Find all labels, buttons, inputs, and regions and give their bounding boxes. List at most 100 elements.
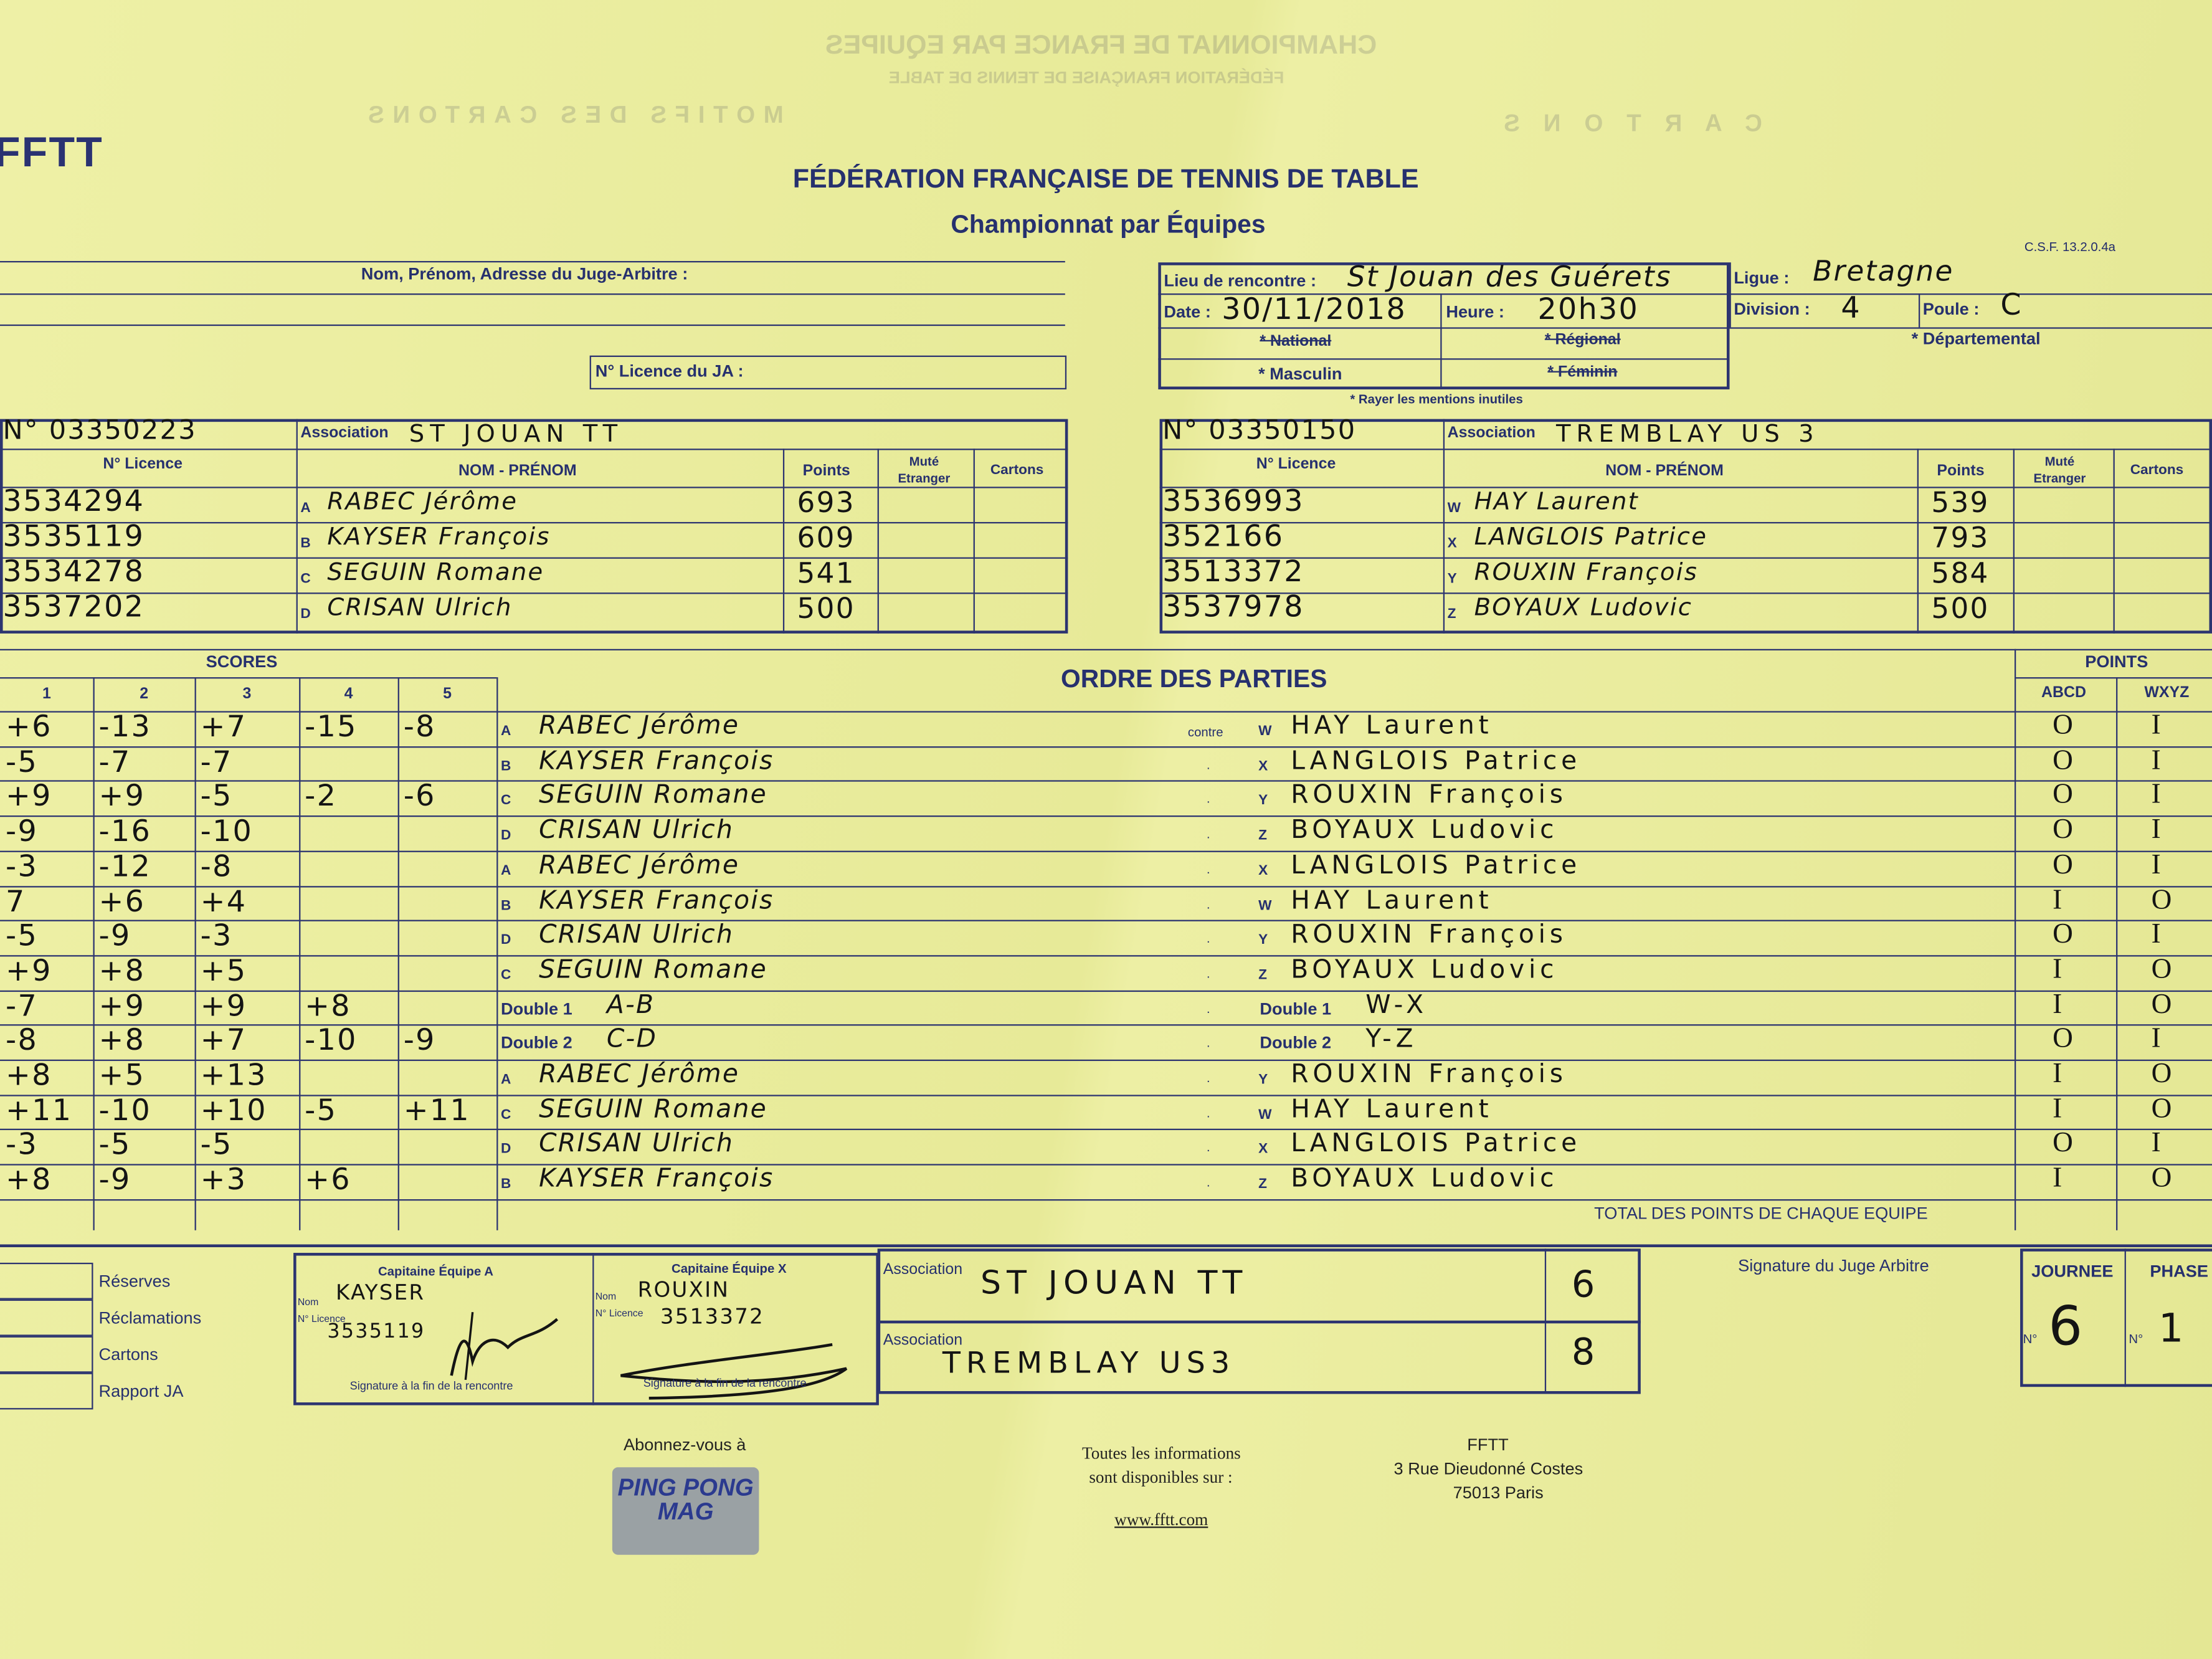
player-a-name: CRISAN Ulrich	[539, 1129, 734, 1159]
captain-a-nom: KAYSER	[335, 1280, 425, 1305]
divider	[1159, 487, 2212, 488]
points-team-x: O	[2151, 883, 2173, 915]
versus-separator: ·	[1206, 864, 1211, 879]
page-title: FÉDÉRATION FRANÇAISE DE TENNIS DE TABLE	[792, 164, 1419, 195]
set-score: -15	[305, 710, 358, 744]
player-a-name: CRISAN Ulrich	[539, 920, 734, 950]
match-row: -5 -7 -7 B KAYSER François · X LANGLOIS Patrice…	[0, 744, 2212, 781]
journee-no-label: N°	[2023, 1331, 2038, 1346]
org-name: FFTT	[1467, 1435, 1509, 1455]
association-label: Association	[1447, 424, 1536, 442]
option-national: * National	[1260, 333, 1332, 350]
versus-separator: ·	[1206, 1108, 1211, 1123]
phase-label: PHASE	[2150, 1261, 2209, 1281]
versus-separator: ·	[1206, 1073, 1211, 1088]
player-x-code: Y	[1258, 933, 1268, 949]
checkbox-1[interactable]	[0, 1299, 93, 1336]
set-number: 5	[443, 685, 452, 703]
divider	[973, 449, 975, 634]
player-a-code: D	[500, 1142, 511, 1157]
versus-separator: ·	[1206, 759, 1211, 774]
set-score: -9	[6, 814, 39, 849]
fftt-logo: FFTT	[0, 130, 104, 177]
divider	[0, 989, 2212, 992]
points-header: POINTS	[2085, 652, 2148, 672]
division-label: Division :	[1734, 299, 1810, 319]
versus-separator: ·	[1206, 829, 1211, 844]
ligue-label: Ligue :	[1734, 268, 1790, 288]
set-score: -10	[98, 1093, 152, 1127]
subscribe-text: Abonnez-vous à	[623, 1435, 746, 1455]
divider	[496, 677, 498, 1230]
checkbox-label[interactable]: Rapport JA	[98, 1381, 184, 1401]
player-x-code: Z	[1258, 967, 1267, 984]
captain-a-title: Capitaine Équipe A	[377, 1264, 493, 1278]
poule-value: C	[2000, 287, 2023, 322]
website-link[interactable]: www.fftt.com	[1114, 1509, 1208, 1529]
player-letter: X	[1447, 536, 1457, 552]
checkbox-label[interactable]: Réserves	[98, 1271, 171, 1291]
points-team-x: I	[2151, 1128, 2163, 1159]
set-score: +8	[98, 1023, 146, 1057]
versus-separator: ·	[1206, 934, 1211, 949]
player-x-name: Y-Z	[1365, 1024, 1418, 1055]
divider	[0, 557, 1068, 559]
divider	[1159, 449, 2212, 450]
team-number: N° 03350223	[2, 414, 197, 446]
points-team-a: I	[2053, 883, 2064, 915]
match-row: -3 -12 -8 A RABEC Jérôme · X LANGLOIS Patrice O I	[0, 849, 2212, 885]
set-number: 3	[242, 685, 252, 703]
divider	[877, 449, 879, 634]
org-address-1: 3 Rue Dieudonné Costes	[1393, 1458, 1583, 1479]
player-row: 3537202 D CRISAN Ulrich 500	[0, 589, 1068, 628]
ligue-value: Bretagne	[1813, 254, 1954, 288]
licence-header: N° Licence	[103, 455, 183, 473]
checkbox-label[interactable]: Réclamations	[98, 1308, 202, 1328]
captain-a-nom-label: Nom	[297, 1298, 319, 1308]
cartons-header: Cartons	[2130, 462, 2184, 478]
lieu-label: Lieu de rencontre :	[1164, 270, 1317, 291]
versus-separator: ·	[1206, 794, 1211, 809]
versus-separator: ·	[1206, 1004, 1211, 1019]
versus-separator: ·	[1206, 969, 1211, 984]
association-name: ST JOUAN TT	[409, 420, 624, 449]
player-licence: 3537202	[2, 589, 145, 624]
strike-note: * Rayer les mentions inutiles	[1350, 392, 1523, 407]
match-row: +9 +8 +5 C SEGUIN Romane · Z BOYAUX Ludovic I O	[0, 953, 2212, 990]
points-team-x: O	[2151, 953, 2173, 985]
set-score: -8	[6, 1023, 39, 1057]
player-row: 3534278 C SEGUIN Romane 541	[0, 554, 1068, 593]
divider	[0, 954, 2212, 957]
set-score: -13	[98, 710, 152, 744]
ping-pong-mag-logo[interactable]: PING PONG MAG	[612, 1467, 759, 1555]
cartons-header: Cartons	[990, 462, 1044, 478]
player-a-code: B	[500, 898, 511, 914]
player-x-code: W	[1258, 723, 1272, 739]
player-name: BOYAUX Ludovic	[1474, 594, 1693, 622]
player-a-name: CRISAN Ulrich	[539, 815, 734, 845]
player-x-code: Z	[1258, 828, 1267, 844]
player-licence: 3513372	[1162, 554, 1304, 589]
player-a-name: KAYSER François	[539, 1164, 774, 1194]
match-row: 7 +6 +4 B KAYSER François · W HAY Laurent I O	[0, 883, 2212, 920]
player-a-code: B	[500, 1176, 511, 1192]
player-row: 3534294 A RABEC Jérôme 693	[0, 484, 1068, 522]
player-x-name: BOYAUX Ludovic	[1291, 815, 1559, 845]
set-score: 7	[6, 883, 26, 918]
checkbox-0[interactable]	[0, 1262, 93, 1300]
captain-x-licence-label: N° Licence	[595, 1309, 643, 1319]
set-score: -12	[98, 849, 152, 883]
set-score: -10	[200, 814, 254, 849]
checkbox-2[interactable]	[0, 1336, 93, 1373]
heure-label: Heure :	[1446, 302, 1504, 322]
phase-no-label: N°	[2129, 1331, 2143, 1346]
checkbox-label[interactable]: Cartons	[98, 1344, 158, 1364]
player-x-name: ROUXIN François	[1291, 781, 1567, 810]
player-letter: C	[300, 571, 311, 587]
checkbox-3[interactable]	[0, 1372, 93, 1410]
table-border	[0, 419, 1068, 634]
set-score: -3	[6, 1128, 39, 1162]
captain-x-sig-label: Signature à la fin de la rencontre	[643, 1377, 807, 1390]
divider	[0, 885, 2212, 887]
